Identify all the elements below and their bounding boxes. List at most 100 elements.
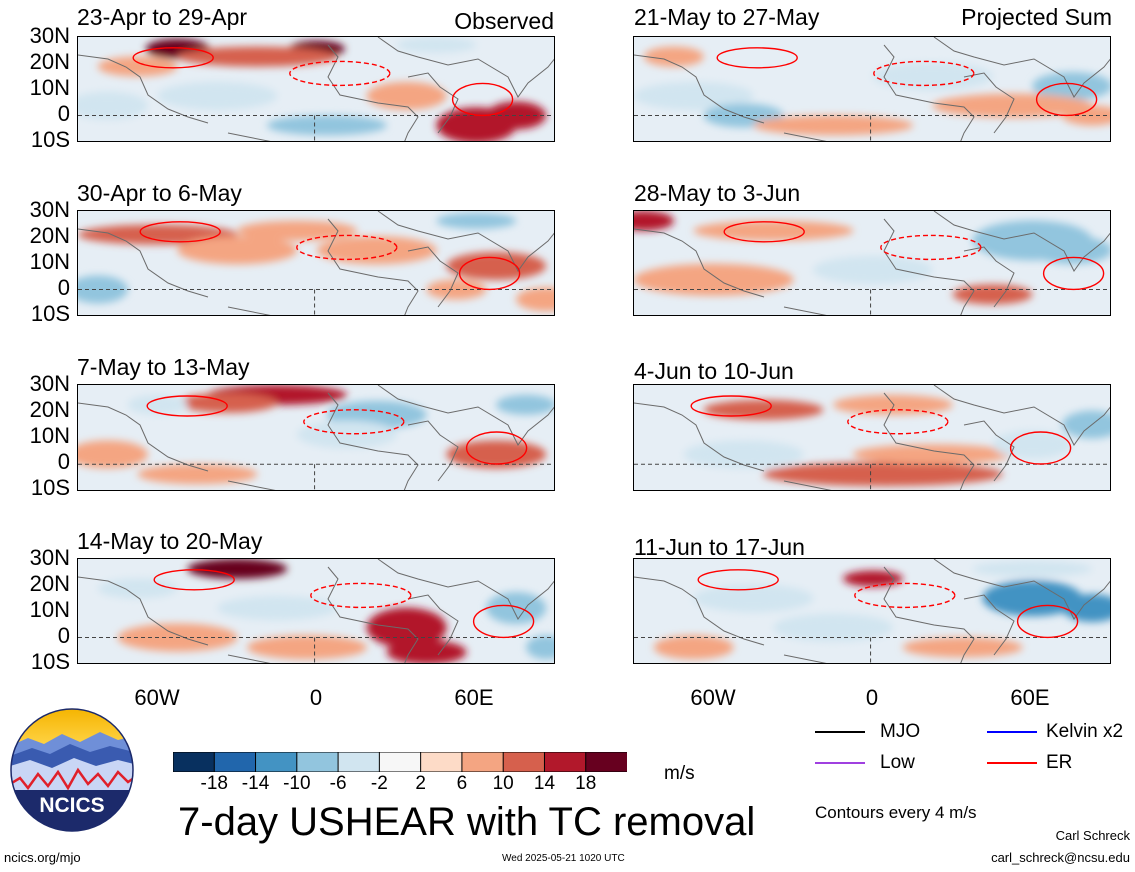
coastline [634,559,1110,663]
colorbar-swatch [337,751,381,773]
panel-title: 4-Jun to 10-Jun [634,358,794,384]
colorbar-swatch [543,751,587,773]
panel-title: 11-Jun to 17-Jun [634,534,805,560]
coastline [634,37,1110,141]
map-panel [633,558,1111,664]
colorbar-swatch [296,751,340,773]
colorbar-tick-label: -6 [329,773,347,794]
shear-anomaly-patch [237,220,358,241]
colorbar-tick-label: 10 [492,773,514,794]
shear-anomaly-patch [78,224,238,245]
colorbar-swatch [213,751,257,773]
colorbar-units: m/s [664,763,695,784]
shear-anomaly-patch [247,635,368,660]
colorbar-swatch [502,751,546,773]
footer-url[interactable]: ncics.org/mjo [4,850,81,865]
lat-tick-label: 10S [30,127,70,152]
shear-anomaly-patch [952,284,1033,305]
coastline [634,211,1110,315]
lat-tick-label: 20N [29,49,70,74]
footer-timestamp: Wed 2025-05-21 1020 UTC [502,853,625,864]
colorbar-swatch [255,751,298,773]
colorbar-tick-label: 14 [533,773,556,794]
shear-anomaly-patch [446,440,547,469]
lat-tick-label: 30N [29,371,70,396]
shear-anomaly-patch [634,211,674,231]
coastline [78,37,554,141]
er-contour [310,582,412,609]
shear-anomaly-patch [217,596,338,621]
er-contour [451,82,514,117]
er-contour [465,431,528,465]
er-contour [1009,431,1072,465]
shear-anomaly-patch [1062,410,1110,439]
map-field [634,37,1110,141]
shear-anomaly-patch [1032,236,1110,265]
map-panel [633,36,1111,142]
shear-anomaly-patch [762,462,1003,487]
legend-line-low [815,762,865,764]
er-contour [153,569,235,591]
shear-anomaly-patch [97,56,178,77]
er-contour [146,395,228,417]
er-contour [854,582,956,609]
legend-label-kelvin: Kelvin x2 [1046,721,1124,742]
lat-tick-label: 10N [29,597,70,622]
shear-anomaly-patch [157,81,278,110]
lat-tick-label: 0 [57,449,70,474]
er-contour [139,221,221,243]
colorbar-swatch [420,751,463,773]
lon-tick-label: 60E [454,685,494,710]
map-field [634,559,1110,663]
lat-tick-label: 10N [29,423,70,448]
shear-anomaly-patch [1032,72,1110,101]
shear-anomaly-patch [446,251,547,280]
shear-anomaly-patch [653,635,734,660]
shear-anomaly-patch [496,394,554,415]
shear-anomaly-patch [187,559,288,579]
column-header-observed: Observed [454,8,554,34]
shear-anomaly-patch [396,37,477,53]
shear-anomaly-patch [972,560,1093,577]
shear-anomaly-patch [78,91,148,120]
shear-anomaly-patch [634,263,794,296]
coastline [634,385,1110,490]
shear-anomaly-patch [982,580,1083,617]
er-contour [723,221,805,243]
legend-label-mjo: MJO [880,721,921,742]
shear-anomaly-patch [137,464,258,485]
lat-tick-label: 30N [29,23,70,48]
legend-line-er [987,762,1037,764]
shear-anomaly-patch [992,430,1073,459]
colorbar-tick-label: -10 [283,773,311,794]
lat-tick-label: 10N [29,249,70,274]
er-contour [1035,82,1098,117]
er-contour [690,395,772,417]
panel-title: 21-May to 27-May [634,4,820,30]
er-contour [303,409,405,435]
shear-anomaly-patch [773,613,894,642]
shear-anomaly-patch [78,440,148,469]
lat-tick-label: 30N [29,197,70,222]
colorbar-tick-label: -18 [200,773,228,794]
shear-anomaly-patch [177,236,298,265]
map-field [78,211,554,315]
map-panel [633,384,1111,491]
shear-anomaly-patch [832,394,953,415]
er-contour [697,569,779,591]
shear-anomaly-patch [266,115,387,136]
logo-text: NCICS [39,794,104,817]
shear-anomaly-patch [872,62,993,91]
shear-anomaly-patch [296,420,397,449]
er-contour [873,60,975,87]
shear-anomaly-patch [177,46,338,67]
lat-tick-label: 20N [29,397,70,422]
lon-tick-label: 0 [309,685,323,710]
footer-email[interactable]: carl_schreck@ncsu.edu [991,850,1130,865]
panel-title: 28-May to 3-Jun [634,180,801,206]
shear-anomaly-patch [703,399,824,420]
shear-anomaly-patch [516,287,554,312]
lat-tick-label: 10S [30,649,70,674]
lat-tick-label: 0 [57,275,70,300]
shear-anomaly-patch [486,101,547,130]
